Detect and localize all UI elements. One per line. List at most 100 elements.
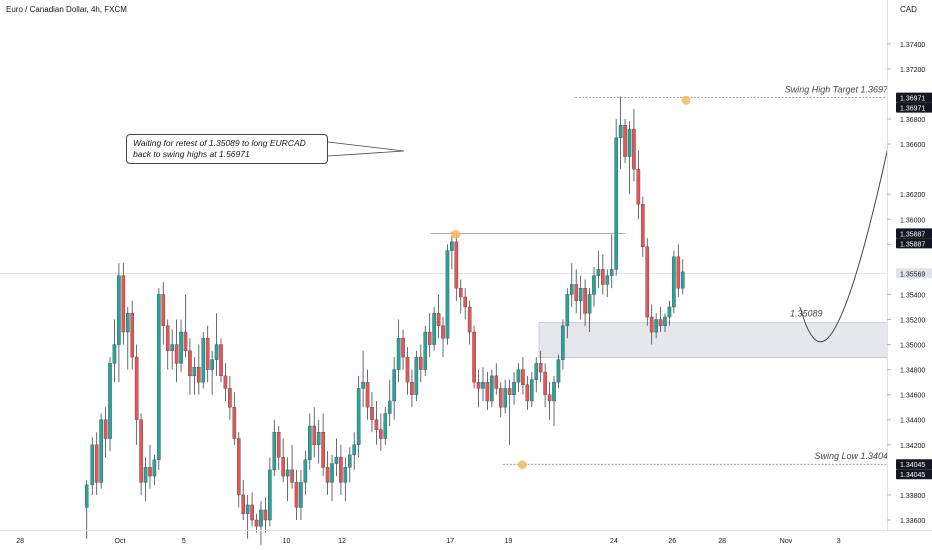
price-label: 1.35887 bbox=[900, 231, 925, 238]
candle-down bbox=[121, 275, 126, 333]
candle-down bbox=[498, 388, 503, 408]
x-tick-label: Oct bbox=[115, 538, 126, 545]
candle-up bbox=[303, 459, 308, 483]
y-tick-label: 1.36200 bbox=[900, 192, 925, 199]
candle-down bbox=[236, 438, 241, 496]
candle-down bbox=[241, 494, 246, 514]
price-label: 1.35887 bbox=[900, 241, 925, 248]
candle-up bbox=[530, 379, 534, 402]
x-tick-label: 10 bbox=[283, 538, 291, 545]
candle-down bbox=[254, 519, 259, 527]
candle-down bbox=[525, 384, 530, 402]
y-tick-label: 1.35000 bbox=[900, 343, 925, 350]
swing-marker bbox=[451, 229, 461, 239]
candle-up bbox=[490, 375, 494, 402]
candle-up bbox=[157, 294, 161, 461]
candle-up bbox=[268, 469, 272, 521]
candle-down bbox=[374, 419, 379, 430]
candle-up bbox=[450, 241, 454, 251]
candle-up bbox=[347, 454, 352, 468]
candle-up bbox=[414, 356, 419, 395]
candle-up bbox=[125, 313, 130, 333]
candle-down bbox=[197, 366, 201, 383]
candle-up bbox=[387, 400, 392, 414]
candle-up bbox=[654, 319, 658, 333]
price-label: 1.35569 bbox=[900, 271, 925, 278]
x-tick-label: 17 bbox=[446, 538, 454, 545]
candle-down bbox=[485, 381, 490, 402]
x-tick-label: 28 bbox=[718, 538, 726, 545]
price-label: 1.36971 bbox=[900, 106, 925, 113]
candle-down bbox=[543, 371, 547, 395]
candle-down bbox=[263, 509, 268, 521]
candle-down bbox=[649, 316, 654, 333]
candles bbox=[84, 96, 685, 546]
candle-down bbox=[623, 125, 627, 157]
candle-up bbox=[330, 463, 334, 483]
candle-up bbox=[152, 459, 157, 477]
candle-down bbox=[165, 325, 170, 352]
candle-up bbox=[423, 331, 428, 370]
candle-down bbox=[454, 241, 459, 289]
candle-up bbox=[445, 250, 450, 339]
candle-up bbox=[179, 331, 183, 364]
candle-up bbox=[609, 269, 614, 276]
candle-up bbox=[285, 469, 290, 477]
x-tick-label: Nov bbox=[780, 538, 793, 545]
candle-down bbox=[507, 388, 512, 395]
candle-down bbox=[472, 331, 476, 383]
candle-down bbox=[134, 356, 139, 420]
price-label-bg bbox=[896, 102, 932, 113]
candle-down bbox=[250, 504, 254, 521]
price-label-bg bbox=[896, 238, 932, 249]
candle-down bbox=[148, 467, 152, 477]
axis-currency: CAD bbox=[900, 5, 917, 14]
candle-down bbox=[161, 294, 166, 326]
price-axis: 1.37400 1.37200 1.36800 1.36600 1.36200 1.360… bbox=[887, 0, 932, 550]
candle-down bbox=[441, 325, 445, 339]
candle-down bbox=[174, 344, 179, 364]
y-tick-label: 1.35400 bbox=[900, 292, 925, 299]
x-tick-label: 19 bbox=[505, 538, 513, 545]
swing-marker bbox=[517, 460, 527, 470]
candle-down bbox=[281, 457, 285, 477]
price-label: 1.36971 bbox=[900, 96, 925, 103]
y-tick-label: 1.34800 bbox=[900, 368, 925, 375]
candle-up bbox=[343, 467, 348, 483]
candle-up bbox=[259, 509, 263, 527]
candle-down bbox=[458, 287, 463, 298]
candle-up bbox=[383, 413, 388, 439]
projection-path bbox=[327, 37, 912, 343]
y-tick-label: 1.37200 bbox=[900, 67, 925, 74]
candle-down bbox=[467, 306, 472, 333]
projection-curve bbox=[799, 37, 912, 343]
candle-up bbox=[680, 271, 685, 289]
candle-down bbox=[521, 369, 525, 385]
candle-up bbox=[503, 388, 507, 408]
time-axis: 28 Oct 5 10 12 17 19 24 26 28 Nov 3 bbox=[0, 530, 932, 545]
y-tick-label: 1.35200 bbox=[900, 318, 925, 325]
y-tick-label: 1.33800 bbox=[900, 493, 925, 500]
candle-down bbox=[632, 128, 636, 170]
candle-down bbox=[312, 425, 317, 445]
candle-down bbox=[463, 296, 468, 308]
price-label-bg bbox=[896, 268, 932, 279]
annotation-callout[interactable]: Waiting for retest of 1.35089 to long EU… bbox=[126, 134, 328, 164]
candle-up bbox=[667, 306, 672, 318]
y-tick-label: 1.33600 bbox=[900, 518, 925, 525]
annotation-line-1: Waiting for retest of 1.35089 to long EU… bbox=[133, 138, 306, 148]
candle-up bbox=[663, 316, 667, 326]
candle-down bbox=[94, 444, 99, 483]
candle-down bbox=[339, 457, 343, 483]
candle-up bbox=[396, 338, 401, 370]
candle-up bbox=[618, 125, 623, 139]
annotation-line-2: back to swing highs at 1.56971 bbox=[133, 149, 250, 159]
candle-up bbox=[512, 381, 516, 395]
candle-up bbox=[272, 432, 277, 471]
y-tick-label: 1.34600 bbox=[900, 393, 925, 400]
candle-up bbox=[556, 359, 561, 383]
candle-up bbox=[245, 504, 250, 514]
price-label-bg bbox=[896, 459, 932, 470]
